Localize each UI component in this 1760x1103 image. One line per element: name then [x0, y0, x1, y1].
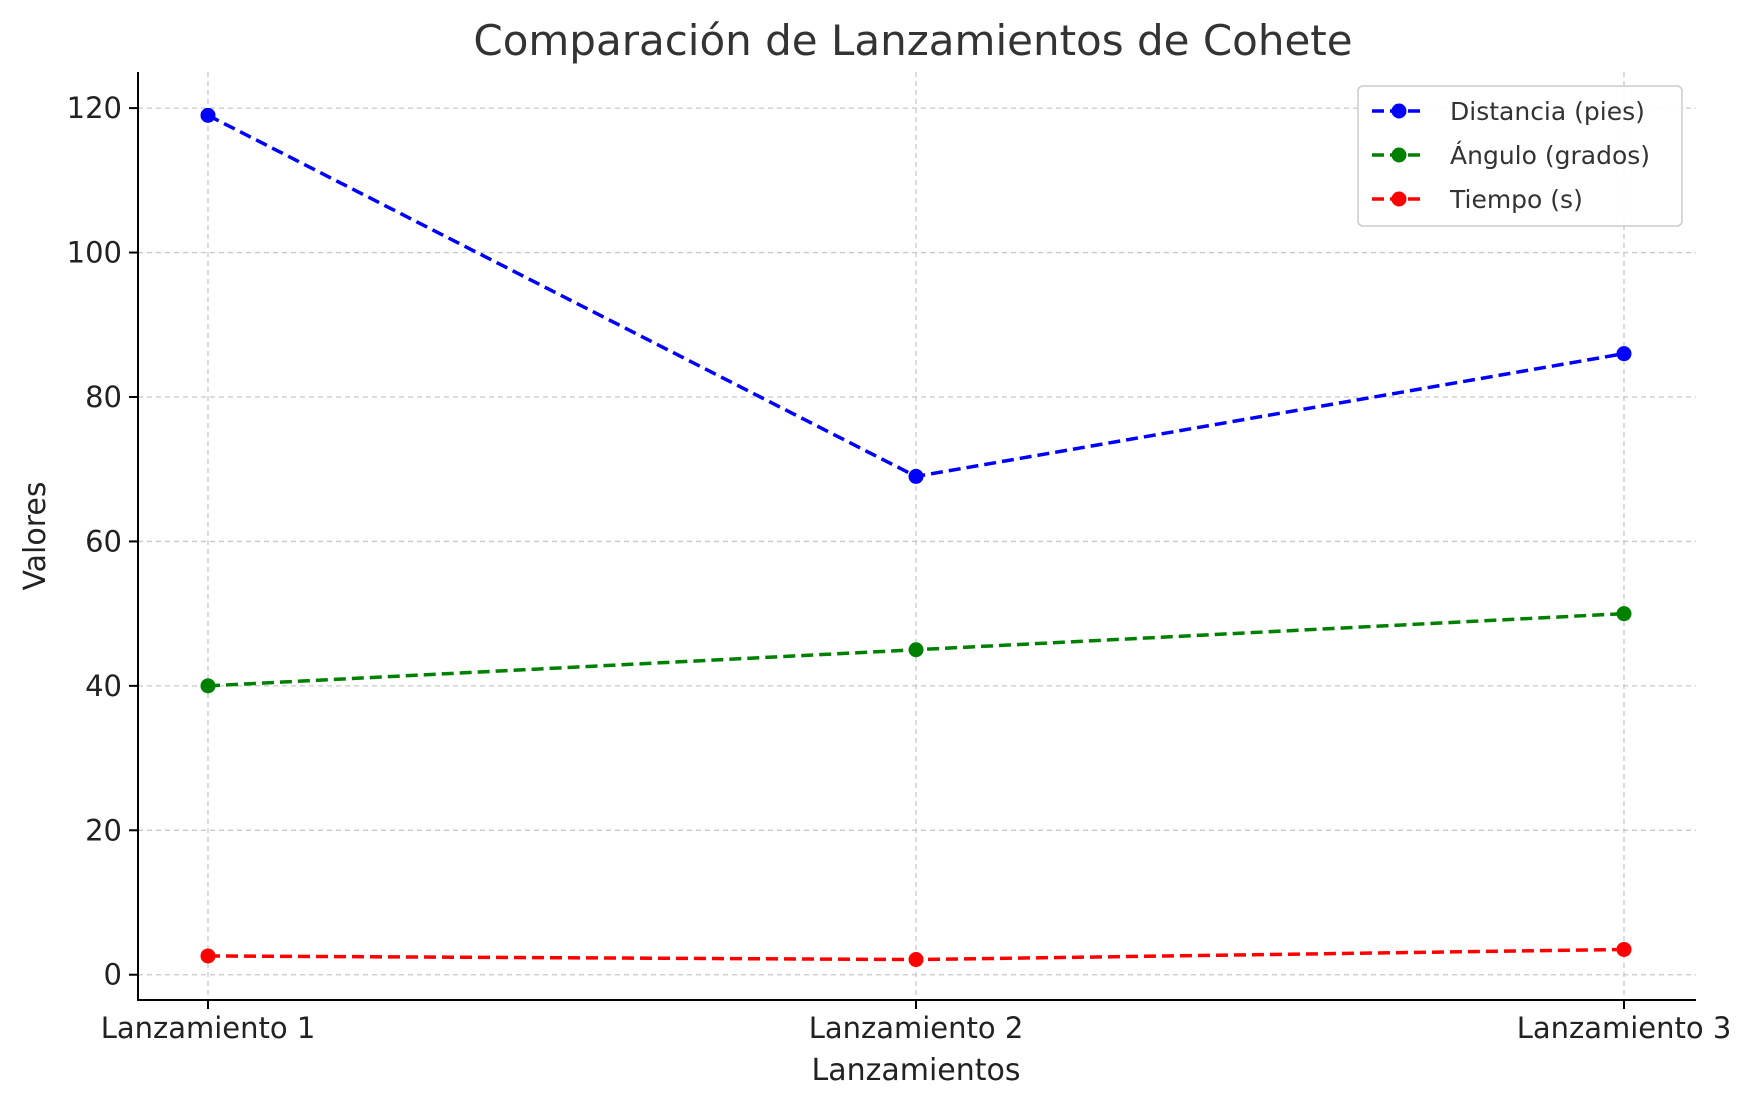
axis-ticks: 0 20 40 60 80 100 120 Lanzamiento 1 Lanzamiento …: [67, 91, 1732, 1045]
y-tick-label: 20: [85, 813, 122, 847]
series-layer: [200, 107, 1632, 968]
data-point: [200, 107, 216, 123]
series-1: [200, 107, 1632, 484]
data-point: [908, 952, 924, 968]
data-point: [908, 642, 924, 658]
legend-label: Distancia (pies): [1450, 97, 1645, 126]
x-tick-label: Lanzamiento 3: [1517, 1011, 1732, 1045]
legend-label: Tiempo (s): [1449, 185, 1583, 214]
series-3: [200, 941, 1632, 968]
y-tick-label: 80: [85, 380, 122, 414]
legend: Distancia (pies) Ángulo (grados) Tiempo (s…: [1357, 85, 1683, 227]
legend-item: Ángulo (grados): [1372, 141, 1650, 170]
legend-marker: [1391, 103, 1407, 119]
y-axis-label: Valores: [18, 481, 53, 590]
y-tick-label: 60: [85, 524, 122, 558]
legend-marker: [1391, 191, 1407, 207]
data-point: [1616, 346, 1632, 362]
legend-marker: [1391, 147, 1407, 163]
legend-item: Tiempo (s): [1372, 185, 1583, 214]
legend-item: Distancia (pies): [1372, 97, 1645, 126]
chart-title: Comparación de Lanzamientos de Cohete: [473, 16, 1352, 65]
legend-box: [1357, 85, 1683, 227]
x-tick-label: Lanzamiento 1: [101, 1011, 316, 1045]
data-point: [1616, 606, 1632, 622]
y-tick-label: 120: [67, 91, 122, 125]
y-tick-label: 40: [85, 669, 122, 703]
series-2: [200, 606, 1632, 694]
legend-label: Ángulo (grados): [1450, 141, 1650, 170]
data-point: [200, 948, 216, 964]
y-tick-label: 100: [67, 236, 122, 270]
x-axis-label: Lanzamientos: [811, 1053, 1020, 1088]
data-point: [908, 468, 924, 484]
x-tick-label: Lanzamiento 2: [809, 1011, 1024, 1045]
data-point: [1616, 941, 1632, 957]
data-point: [200, 678, 216, 694]
y-tick-label: 0: [104, 958, 122, 992]
